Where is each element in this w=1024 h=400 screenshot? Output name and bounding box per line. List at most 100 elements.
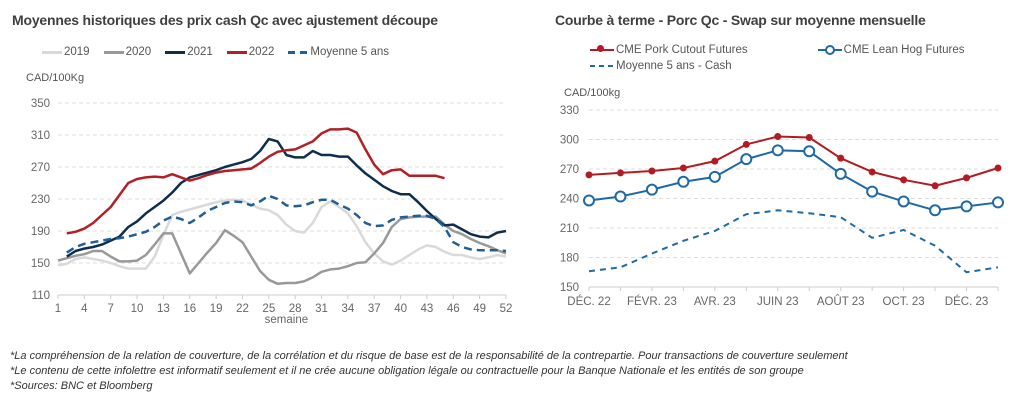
x-tick-label: 7 (108, 303, 114, 315)
legend-item: 2021 (165, 46, 213, 58)
x-tick-label: 49 (473, 303, 486, 315)
legend-item: Moyenne 5 ans (288, 46, 389, 58)
data-point (868, 168, 876, 176)
data-point (866, 185, 879, 198)
legend-label: 2019 (64, 46, 90, 58)
data-point (740, 153, 753, 166)
legend-swatch (590, 61, 614, 71)
y-tick-label: 330 (560, 105, 579, 117)
data-point (994, 164, 1002, 172)
data-point (805, 134, 813, 142)
x-tick-label: 34 (341, 303, 354, 315)
data-point (900, 176, 908, 184)
x-tick-label: 16 (183, 303, 196, 315)
x-tick-label: JUIN 23 (757, 296, 799, 308)
legend-label: CME Pork Cutout Futures (616, 44, 748, 56)
legend-item: 2022 (226, 46, 275, 58)
x-tick-label: AVR. 23 (694, 296, 736, 308)
x-tick-label: 40 (394, 303, 407, 315)
legend-swatch (103, 50, 124, 54)
x-tick-label: 28 (289, 303, 302, 315)
x-tick-label: 37 (368, 303, 381, 315)
y-tick-label: 150 (31, 258, 50, 270)
data-point (771, 144, 784, 157)
x-tick-label: 25 (262, 303, 275, 315)
legend-item: CME Lean Hog Futures (817, 44, 965, 56)
x-tick-label: 52 (500, 303, 513, 315)
left-legend: 2019 2020 2021 2022 Moyenne 5 ans (42, 46, 403, 58)
left-chart-title: Moyennes historiques des prix cash Qc av… (12, 12, 438, 28)
data-point (834, 167, 847, 180)
data-point (616, 169, 624, 177)
y-tick-label: 110 (32, 290, 50, 302)
x-tick-label: FÉVR. 23 (627, 295, 677, 308)
data-point (897, 195, 910, 208)
legend-swatch (817, 45, 842, 55)
x-axis-label: semaine (265, 314, 308, 326)
legend-swatch (226, 50, 247, 54)
data-point (929, 204, 942, 217)
y-tick-label: 230 (31, 194, 50, 206)
x-tick-label: 4 (81, 303, 88, 315)
series-line-cme-pork-cutout-futures (588, 135, 999, 187)
legend-swatch (165, 50, 186, 54)
charts-canvas: 110 150 190 230 270 310 350 1 4 7 10 13 16 19 22 25 28 31… (31, 98, 1004, 326)
data-point (583, 194, 595, 207)
footnote-1: *La compréhension de la relation de couv… (10, 350, 848, 362)
data-point (585, 171, 593, 179)
legend-label: 2022 (248, 46, 275, 58)
data-point (837, 154, 845, 162)
right-legend: CME Pork Cutout Futures CME Lean Hog Futu… (590, 44, 1010, 72)
legend-label: CME Lean Hog Futures (843, 44, 965, 56)
y-tick-label: 310 (31, 130, 50, 142)
x-tick-label: 31 (315, 303, 328, 315)
y-tick-label: 270 (31, 162, 50, 174)
series-line-moyenne-5-ans---cash (588, 209, 999, 274)
legend-item: 2019 (42, 46, 90, 58)
y-tick-label: 210 (560, 223, 579, 235)
left-y-unit: CAD/100Kg (26, 72, 85, 84)
x-tick-label: DÉC. 22 (567, 295, 610, 308)
y-tick-label: 190 (31, 226, 50, 238)
x-tick-label: 22 (236, 303, 249, 315)
legend-item: Moyenne 5 ans - Cash (590, 60, 732, 72)
series-line-cme-lean-hog-futures (588, 149, 999, 212)
series-line-2020 (57, 215, 507, 286)
series-line-2021 (66, 137, 507, 258)
legend-item: CME Pork Cutout Futures (590, 44, 748, 56)
series-line-moyenne-5-ans (66, 194, 507, 254)
x-tick-label: 1 (55, 303, 61, 315)
data-point (742, 140, 750, 148)
data-point (708, 170, 721, 183)
data-point (774, 133, 782, 141)
data-point (679, 164, 687, 172)
legend-swatch (590, 45, 614, 55)
y-tick-label: 240 (560, 194, 579, 206)
legend-label: 2020 (125, 46, 152, 58)
data-point (992, 196, 1004, 209)
footnote-3: *Sources: BNC et Bloomberg (10, 380, 153, 392)
x-tick-label: 46 (447, 303, 460, 315)
y-tick-label: 300 (560, 135, 579, 147)
x-tick-label: 19 (210, 303, 223, 315)
x-tick-label: 10 (131, 303, 144, 315)
data-point (711, 157, 719, 165)
legend-swatch (42, 50, 62, 54)
data-point (931, 182, 939, 190)
x-tick-label: 13 (157, 303, 170, 315)
series-line-2022 (66, 127, 445, 235)
x-tick-label: OCT. 23 (883, 296, 925, 308)
x-tick-label: AOÛT 23 (817, 295, 865, 308)
legend-label: Moyenne 5 ans - Cash (616, 60, 732, 72)
data-point (677, 175, 690, 188)
series-line-2019 (57, 198, 507, 270)
data-point (648, 167, 656, 175)
legend-label: Moyenne 5 ans (310, 46, 390, 58)
right-chart-title: Courbe à terme - Porc Qc - Swap sur moye… (555, 12, 926, 28)
legend-swatch (288, 50, 309, 54)
data-point (960, 200, 973, 213)
legend-item: 2020 (103, 46, 152, 58)
footnote-2: *Le contenu de cette infolettre est info… (10, 365, 804, 377)
y-tick-label: 270 (560, 164, 579, 176)
x-tick-label: 43 (421, 303, 434, 315)
